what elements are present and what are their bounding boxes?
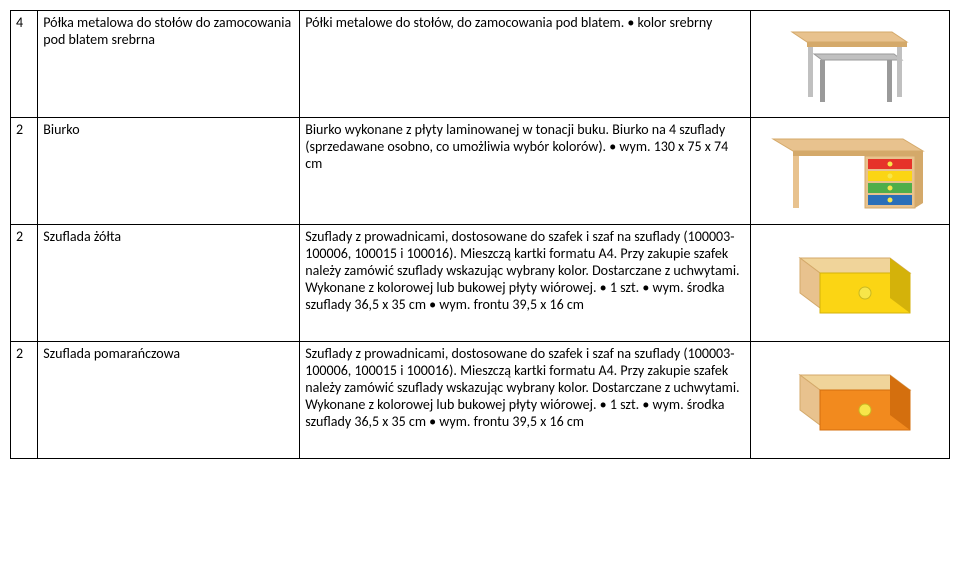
image-cell: [750, 342, 949, 459]
image-cell: [750, 225, 949, 342]
desc-cell: Szuflady z prowadnicami, dostosowane do …: [300, 225, 751, 342]
spec-table: 4Półka metalowa do stołów do zamocowania…: [10, 10, 950, 459]
qty-cell: 2: [11, 118, 38, 225]
image-cell: [750, 11, 949, 118]
qty-cell: 4: [11, 11, 38, 118]
image-cell: [750, 118, 949, 225]
qty-cell: 2: [11, 225, 38, 342]
qty-cell: 2: [11, 342, 38, 459]
table-row: 2Szuflada pomarańczowaSzuflady z prowadn…: [11, 342, 950, 459]
table-row: 4Półka metalowa do stołów do zamocowania…: [11, 11, 950, 118]
name-cell: Szuflada pomarańczowa: [38, 342, 300, 459]
name-cell: Półka metalowa do stołów do zamocowania …: [38, 11, 300, 118]
name-cell: Biurko: [38, 118, 300, 225]
desc-cell: Półki metalowe do stołów, do zamocowania…: [300, 11, 751, 118]
name-cell: Szuflada żółta: [38, 225, 300, 342]
desc-cell: Szuflady z prowadnicami, dostosowane do …: [300, 342, 751, 459]
desc-cell: Biurko wykonane z płyty laminowanej w to…: [300, 118, 751, 225]
table-row: 2Szuflada żółtaSzuflady z prowadnicami, …: [11, 225, 950, 342]
table-row: 2BiurkoBiurko wykonane z płyty laminowan…: [11, 118, 950, 225]
